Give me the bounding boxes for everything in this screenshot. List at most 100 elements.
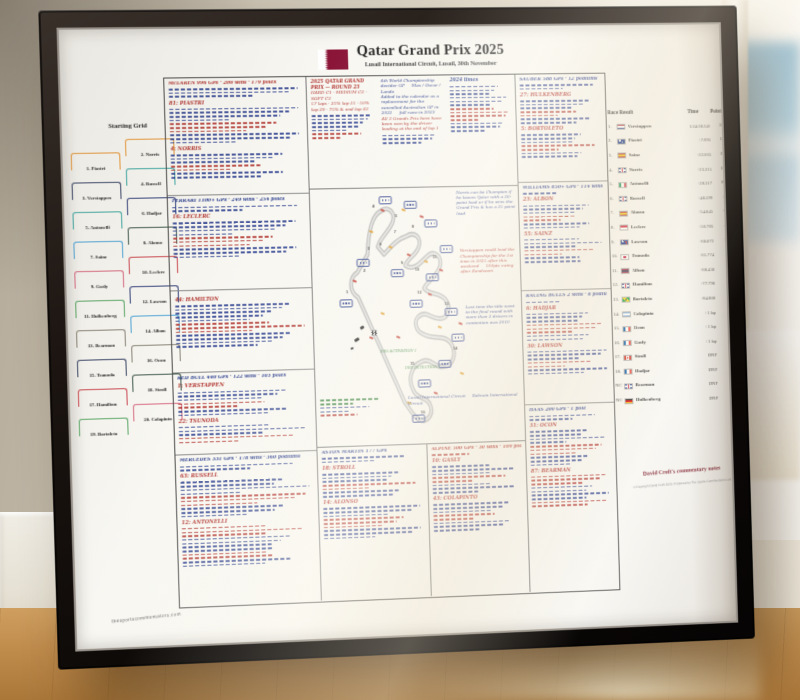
speed-box [425,273,439,282]
points-value: 2 [724,237,728,243]
result-position: 1. [607,124,612,130]
handwriting-scribble-line [433,528,479,532]
grid-slot-label: 2. Norris [140,152,160,159]
grid-slot-label: 17. Hamilton [89,402,117,409]
result-position: 15. [613,326,620,332]
driver-name: Gasly [633,340,646,346]
handwriting-scribble-line [169,122,277,126]
race-info-left: 2025 QATAR GRAND PRIX — ROUND 23 HARD C1… [306,76,379,188]
handwriting-scribble-line [523,207,584,211]
turn-number: 3 [367,245,370,251]
points-value: 18 [719,137,725,143]
driver-name: Piastri [628,138,642,144]
handwriting-scribble-line [519,87,563,90]
grid-slot-label: 9. Gasly [90,284,109,291]
driver-name: Alonso [630,210,645,216]
handwriting-scribble-line [169,110,290,114]
handwriting-scribble-line [432,485,515,491]
grid-slot-label: 6. Hadjar [141,211,163,217]
handwriting-scribble-line [528,371,585,375]
notes-block: 44: HAMILTON [170,288,315,374]
handwriting-scribble-line [432,474,506,480]
copyright-line: © Copyright David Croft 2025. Produced b… [632,477,732,490]
result-position: 17. [614,355,621,361]
country-flag-icon [622,325,632,332]
handwriting-scribble-line [521,141,574,144]
handwriting-scribble-line [450,111,510,114]
grid-slot-label: 7. Sainz [90,255,107,261]
handwriting-scribble-line [523,222,590,226]
handwriting-scribble-line [176,344,258,349]
handwriting-scribble-line [172,204,298,209]
team-heading: HAAS 200 GPs · 1 pole [529,406,587,414]
map-note-left-scribble [320,396,383,418]
handwriting-scribble-line [531,477,601,482]
handwriting-scribble-line [169,114,280,118]
result-row: NC Hulkenberg DNF [616,390,732,408]
grid-slot-label: 16. Ocon [146,358,166,365]
speed-box [439,244,453,254]
country-flag-icon [616,124,626,131]
handwriting-scribble-line [169,125,268,129]
handwriting-scribble-line [172,209,244,213]
handwriting-scribble-line [322,481,416,487]
handwriting-scribble-line [170,168,233,172]
result-position: 14. [613,312,620,318]
notes-column-left: McLAREN 996 GPs · 200 wins · 179 poles 81… [164,76,322,607]
result-position: 16. [614,340,621,347]
handwriting-scribble-line [170,152,283,157]
handwriting-scribble-line [173,239,264,244]
handwriting-scribble-line [524,253,562,256]
handwriting-scribble-line [324,536,375,540]
poster-header: Qatar Grand Prix 2025 Lusail Internation… [353,42,509,69]
map-caption: Lusail International Circuit — Bahrain I… [407,392,518,406]
race-time: +56.785 [698,223,714,229]
notes-block: HAAS 200 GPs · 1 pole 31: OCON 87: BEARMAN [525,403,619,592]
grid-slot: 3. Verstappen [71,181,122,202]
handwriting-scribble-line [433,517,476,521]
driver-heading: 18: STROLL [321,464,356,472]
turn-number: 11 [432,253,437,259]
team-heading: MERCEDES 331 GPs · 178 wins · 360 podium… [179,454,301,465]
result-position: 11. [611,268,618,274]
driver-name: Antonelli [629,181,649,188]
team-heading: WILLIAMS 850+ GPs · 114 wins · 34 podium… [522,184,604,192]
handwriting-scribble-line [168,91,289,95]
handwriting-scribble-line [170,164,261,168]
notes-block: ASTON MARTIN 177 GPs 18: STROLL 14: ALONSO [317,444,430,600]
tyre-allocation: HARD C1 · MEDIUM C2 · SOFT C3 [310,90,368,102]
handwriting-scribble-line [179,439,241,444]
handwriting-scribble-line [320,413,358,417]
handwriting-scribble-line [311,114,372,117]
race-time: +7.995 [698,137,711,143]
handwriting-scribble-line [521,155,578,159]
handwriting-scribble-line [529,433,582,437]
handwriting-scribble-line [520,107,573,110]
handwriting-scribble-line [169,129,246,133]
race-info-right: 2024 times [446,75,518,187]
driver-heading: 55: SAINZ [523,230,553,238]
country-flag-icon [619,210,628,217]
handwriting-scribble-line [172,232,234,236]
info-scribbles-left [311,114,375,139]
country-flag-icon [617,167,627,174]
handwriting-scribble-line [175,314,264,319]
page-subtitle: Lusail International Circuit, Lusail, 30… [364,60,497,69]
handwriting-scribble-line [431,453,470,456]
handwriting-scribble-line [449,89,494,92]
handwriting-scribble-line [527,357,580,361]
driver-heading: 23: ALBON [522,196,554,204]
driver-heading: 5: BORTOLETO [520,125,564,133]
notes-block: RACING BULLS 2 wins · 8 podiums 6: HADJAR… [521,289,614,406]
speed-box [378,196,392,205]
turn-number: 2 [363,267,366,273]
handwriting-scribble-line [526,334,589,338]
handwriting-scribble-line [519,83,593,87]
handwriting-scribble-line [520,114,558,117]
notes-column-bottom-2: ASTON MARTIN 177 GPs 18: STROLL 14: ALONSO [317,443,432,601]
country-flag-icon [623,354,633,361]
race-result-table: Race Result Time Points 1. Verstappen 1:… [607,109,731,409]
handwriting-scribble-line [320,410,350,413]
handwriting-scribble-line [172,228,277,233]
notes-block: MERCEDES 331 GPs · 178 wins · 360 podium… [175,451,320,606]
